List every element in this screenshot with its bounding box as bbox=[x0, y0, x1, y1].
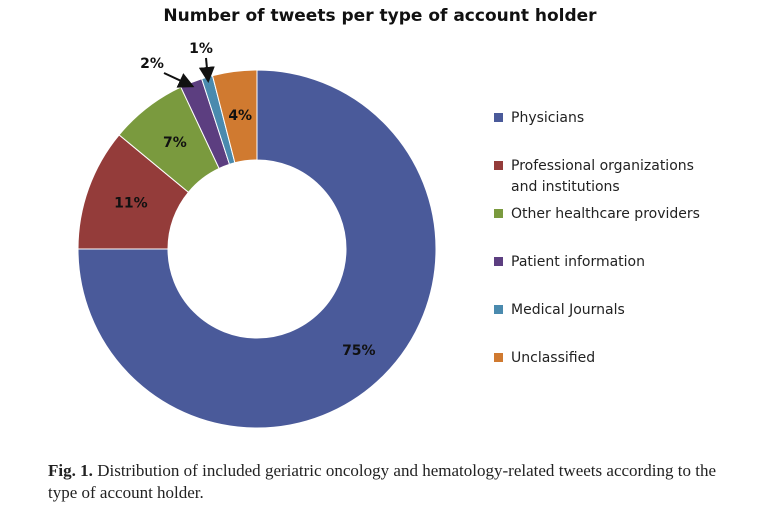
legend-item-patient-information: Patient information bbox=[494, 252, 746, 273]
arrow-patient-information bbox=[163, 72, 195, 88]
figure-caption: Fig. 1. Distribution of included geriatr… bbox=[48, 460, 716, 504]
slice-group bbox=[77, 69, 437, 429]
legend-item-other-healthcare-providers: Other healthcare providers bbox=[494, 204, 746, 225]
slice-unclassified bbox=[211, 69, 258, 164]
legend-swatch bbox=[494, 209, 503, 218]
caption-label: Fig. 1. bbox=[48, 461, 93, 480]
donut-chart: 75% 11% 7% 4% 2% 1% bbox=[77, 41, 437, 429]
legend-swatch bbox=[494, 161, 503, 170]
legend-item-medical-journals: Medical Journals bbox=[494, 300, 746, 321]
legend-swatch bbox=[494, 353, 503, 362]
chart-title: Number of tweets per type of account hol… bbox=[163, 6, 597, 26]
legend-label: Patient information bbox=[511, 254, 645, 270]
legend-label: Unclassified bbox=[511, 350, 596, 366]
legend-label: Other healthcare providers bbox=[511, 206, 700, 222]
data-label-group: 75% 11% 7% 4% 2% 1% bbox=[114, 41, 375, 359]
caption-text: Distribution of included geriatric oncol… bbox=[48, 461, 717, 502]
legend-item-unclassified: Unclassified bbox=[494, 348, 746, 369]
legend-item-professional-organizations: Professional organizations and instituti… bbox=[494, 156, 746, 198]
slice-physicians bbox=[77, 69, 437, 429]
data-label-professional-organizations: 11% bbox=[114, 196, 148, 212]
legend-item-physicians: Physicians bbox=[494, 108, 746, 129]
legend-label: Professional organizations and instituti… bbox=[511, 158, 694, 195]
data-label-unclassified: 4% bbox=[228, 108, 252, 124]
legend-swatch bbox=[494, 305, 503, 314]
legend-label: Medical Journals bbox=[511, 302, 625, 318]
legend-swatch bbox=[494, 113, 503, 122]
arrow-medical-journals bbox=[198, 57, 215, 83]
legend-label: Physicians bbox=[511, 110, 585, 126]
data-label-other-healthcare-providers: 7% bbox=[163, 135, 187, 151]
data-label-patient-information: 2% bbox=[140, 56, 164, 72]
legend-swatch bbox=[494, 257, 503, 266]
data-label-medical-journals: 1% bbox=[189, 41, 213, 57]
data-label-physicians: 75% bbox=[342, 343, 376, 359]
